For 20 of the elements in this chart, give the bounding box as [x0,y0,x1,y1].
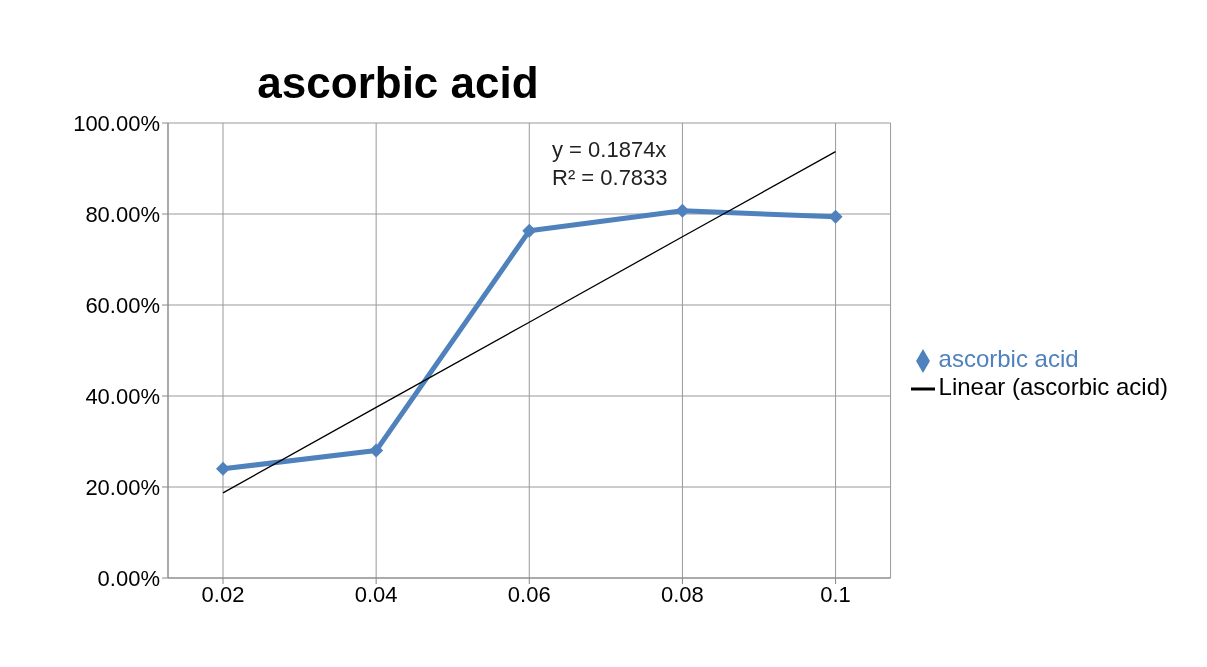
point [216,461,230,476]
annotation: y = 0.1874x [552,136,668,164]
x-tick-label: 0.02 [201,581,245,607]
legend-label: Linear (ascorbic acid) [938,373,1168,400]
y-tick-label: 100.00% [73,110,160,136]
x-tick-label: 0.06 [507,581,551,607]
annotation: R² = 0.7833 [552,164,668,192]
y-tick-label: 40.00% [85,383,160,409]
x-tick-label: 0.08 [661,581,704,607]
chart-title: ascorbic acid [256,57,540,108]
point [675,203,690,218]
y-tick-label: 20.00% [85,474,160,500]
point [522,223,537,238]
y-tick-label: 0.00% [97,565,160,591]
x-tick-label: 0.04 [354,581,398,607]
y-tick-label: 60.00% [85,292,160,318]
legend-label: ascorbic acid [938,345,1079,372]
y-tick-label: 80.00% [85,201,160,227]
point [369,443,384,458]
x-tick-label: 0.1 [820,581,851,607]
